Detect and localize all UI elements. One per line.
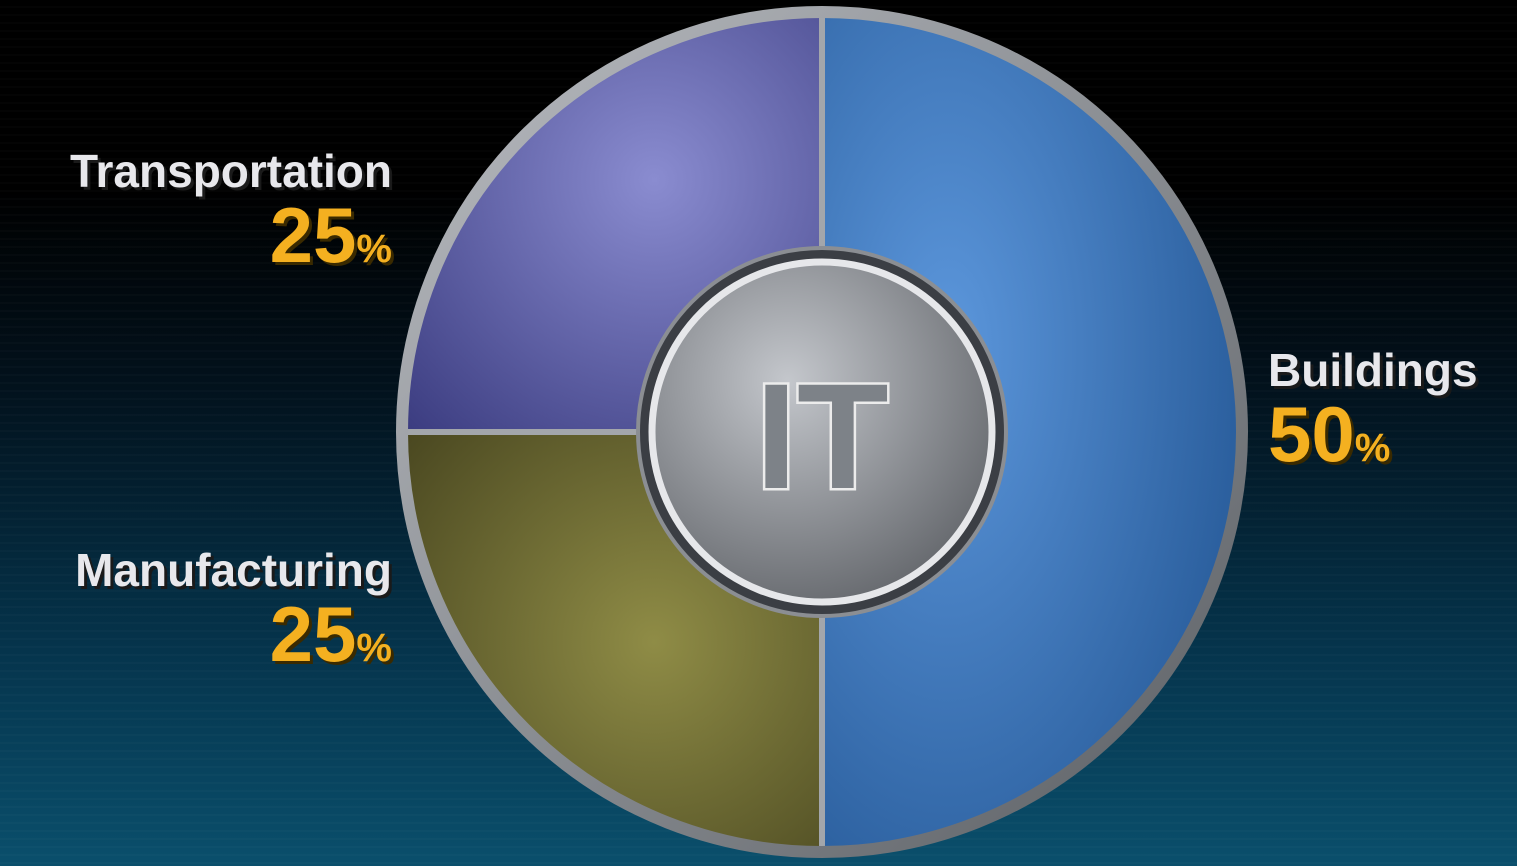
slice-value-manufacturing: 25% (75, 595, 392, 696)
percent-sign: % (356, 626, 392, 670)
value-number: 25 (269, 590, 357, 678)
pie-outer-rim (396, 6, 1248, 858)
label-manufacturing: Manufacturing 25% (75, 545, 392, 696)
value-number: 25 (269, 191, 357, 279)
slice-value-buildings: 50% (1268, 395, 1478, 496)
percent-sign: % (1354, 426, 1391, 470)
label-transportation: Transportation 25% (70, 146, 392, 297)
center-hub (648, 258, 996, 606)
value-number: 50 (1268, 390, 1355, 478)
slice-value-transportation: 25% (70, 196, 392, 297)
percent-sign: % (356, 227, 392, 271)
center-label: IT (755, 352, 888, 520)
slice-label-transportation: Transportation (69, 145, 392, 197)
label-buildings: Buildings 50% (1268, 345, 1478, 496)
pie-slice-buildings (822, 12, 1242, 852)
slice-label-manufacturing: Manufacturing (75, 544, 392, 596)
slice-label-buildings: Buildings (1268, 344, 1478, 396)
